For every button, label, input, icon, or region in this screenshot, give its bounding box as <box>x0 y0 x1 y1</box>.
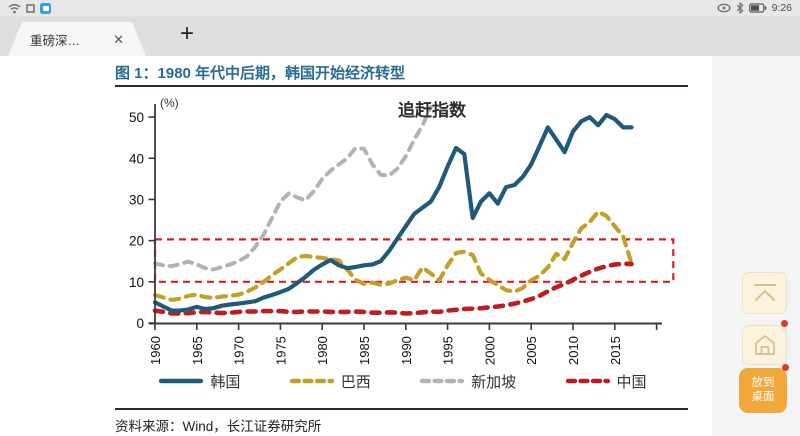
battery-icon <box>748 3 766 13</box>
legend-label-china: 中国 <box>616 373 647 391</box>
legend-swatch-korea <box>159 378 204 384</box>
svg-text:20: 20 <box>129 234 144 249</box>
eye-protection-icon <box>716 3 731 13</box>
legend-swatch-china <box>565 378 610 384</box>
figure-chart: 0 10 20 30 40 50 1960 1965 1970 1975 1980 1985 1990 1… <box>0 56 712 436</box>
legend-item-brazil: 巴西 <box>289 371 371 392</box>
svg-text:0: 0 <box>136 316 144 331</box>
svg-text:2000: 2000 <box>482 336 497 365</box>
desktop-notification-dot <box>782 364 789 371</box>
figure-source: 资料来源：Wind，长江证券研究所 <box>115 419 322 434</box>
wifi-icon <box>8 3 21 13</box>
svg-text:1965: 1965 <box>190 336 205 365</box>
sim-status-icon <box>26 3 35 13</box>
tab-bar: 重磅深… ✕ + <box>0 16 800 56</box>
legend-label-brazil: 巴西 <box>340 373 371 391</box>
legend-item-korea: 韩国 <box>158 371 240 392</box>
home-button[interactable] <box>742 325 787 365</box>
svg-text:追赶指数: 追赶指数 <box>398 100 467 120</box>
figure-source-rule <box>115 408 688 410</box>
svg-text:30: 30 <box>129 192 144 207</box>
page-content: 图 1：1980 年代中后期，韩国开始经济转型 0 10 20 30 40 50 1960 1… <box>0 56 800 436</box>
svg-text:1980: 1980 <box>315 336 330 365</box>
legend-item-singapore: 新加坡 <box>419 371 516 392</box>
svg-text:50: 50 <box>129 110 144 125</box>
legend-label-singapore: 新加坡 <box>471 373 517 391</box>
home-notification-dot <box>781 320 788 327</box>
legend-label-korea: 韩国 <box>210 373 241 391</box>
clock: 9:26 <box>771 2 792 14</box>
chart-canvas: 0 10 20 30 40 50 1960 1965 1970 1975 1980 1985 1990 1… <box>129 96 675 365</box>
notification-app-icon <box>40 2 51 14</box>
home-icon <box>754 335 775 355</box>
add-to-desktop-button[interactable]: 放到桌面 <box>739 368 787 413</box>
svg-text:1970: 1970 <box>232 336 247 365</box>
tab-close-icon[interactable]: ✕ <box>113 31 124 47</box>
legend-item-china: 中国 <box>565 371 647 392</box>
bluetooth-icon <box>736 2 743 14</box>
svg-text:2005: 2005 <box>524 336 539 365</box>
svg-text:1985: 1985 <box>357 336 372 365</box>
legend-swatch-brazil <box>289 378 334 384</box>
add-to-desktop-label: 放到桌面 <box>751 376 775 403</box>
svg-text:10: 10 <box>129 275 144 290</box>
figure-title: 图 1：1980 年代中后期，韩国开始经济转型 <box>115 65 406 82</box>
new-tab-button[interactable]: + <box>179 20 194 47</box>
svg-text:1995: 1995 <box>441 336 456 365</box>
chart-legend: 韩国 巴西 新加坡 中国 <box>110 368 695 394</box>
active-tab[interactable]: 重磅深… ✕ <box>8 22 146 56</box>
status-bar: 9:26 <box>0 0 800 16</box>
svg-text:2010: 2010 <box>566 336 581 365</box>
legend-swatch-singapore <box>419 378 465 384</box>
svg-text:2015: 2015 <box>608 336 623 365</box>
figure-title-rule <box>115 85 688 87</box>
svg-text:(%): (%) <box>160 96 179 110</box>
back-to-top-icon <box>753 284 776 301</box>
tab-title: 重磅深… <box>30 33 81 48</box>
svg-text:1960: 1960 <box>148 336 163 365</box>
svg-text:1975: 1975 <box>273 336 288 365</box>
svg-text:40: 40 <box>129 151 144 166</box>
back-to-top-button[interactable] <box>742 272 787 314</box>
svg-text:1990: 1990 <box>399 336 414 365</box>
